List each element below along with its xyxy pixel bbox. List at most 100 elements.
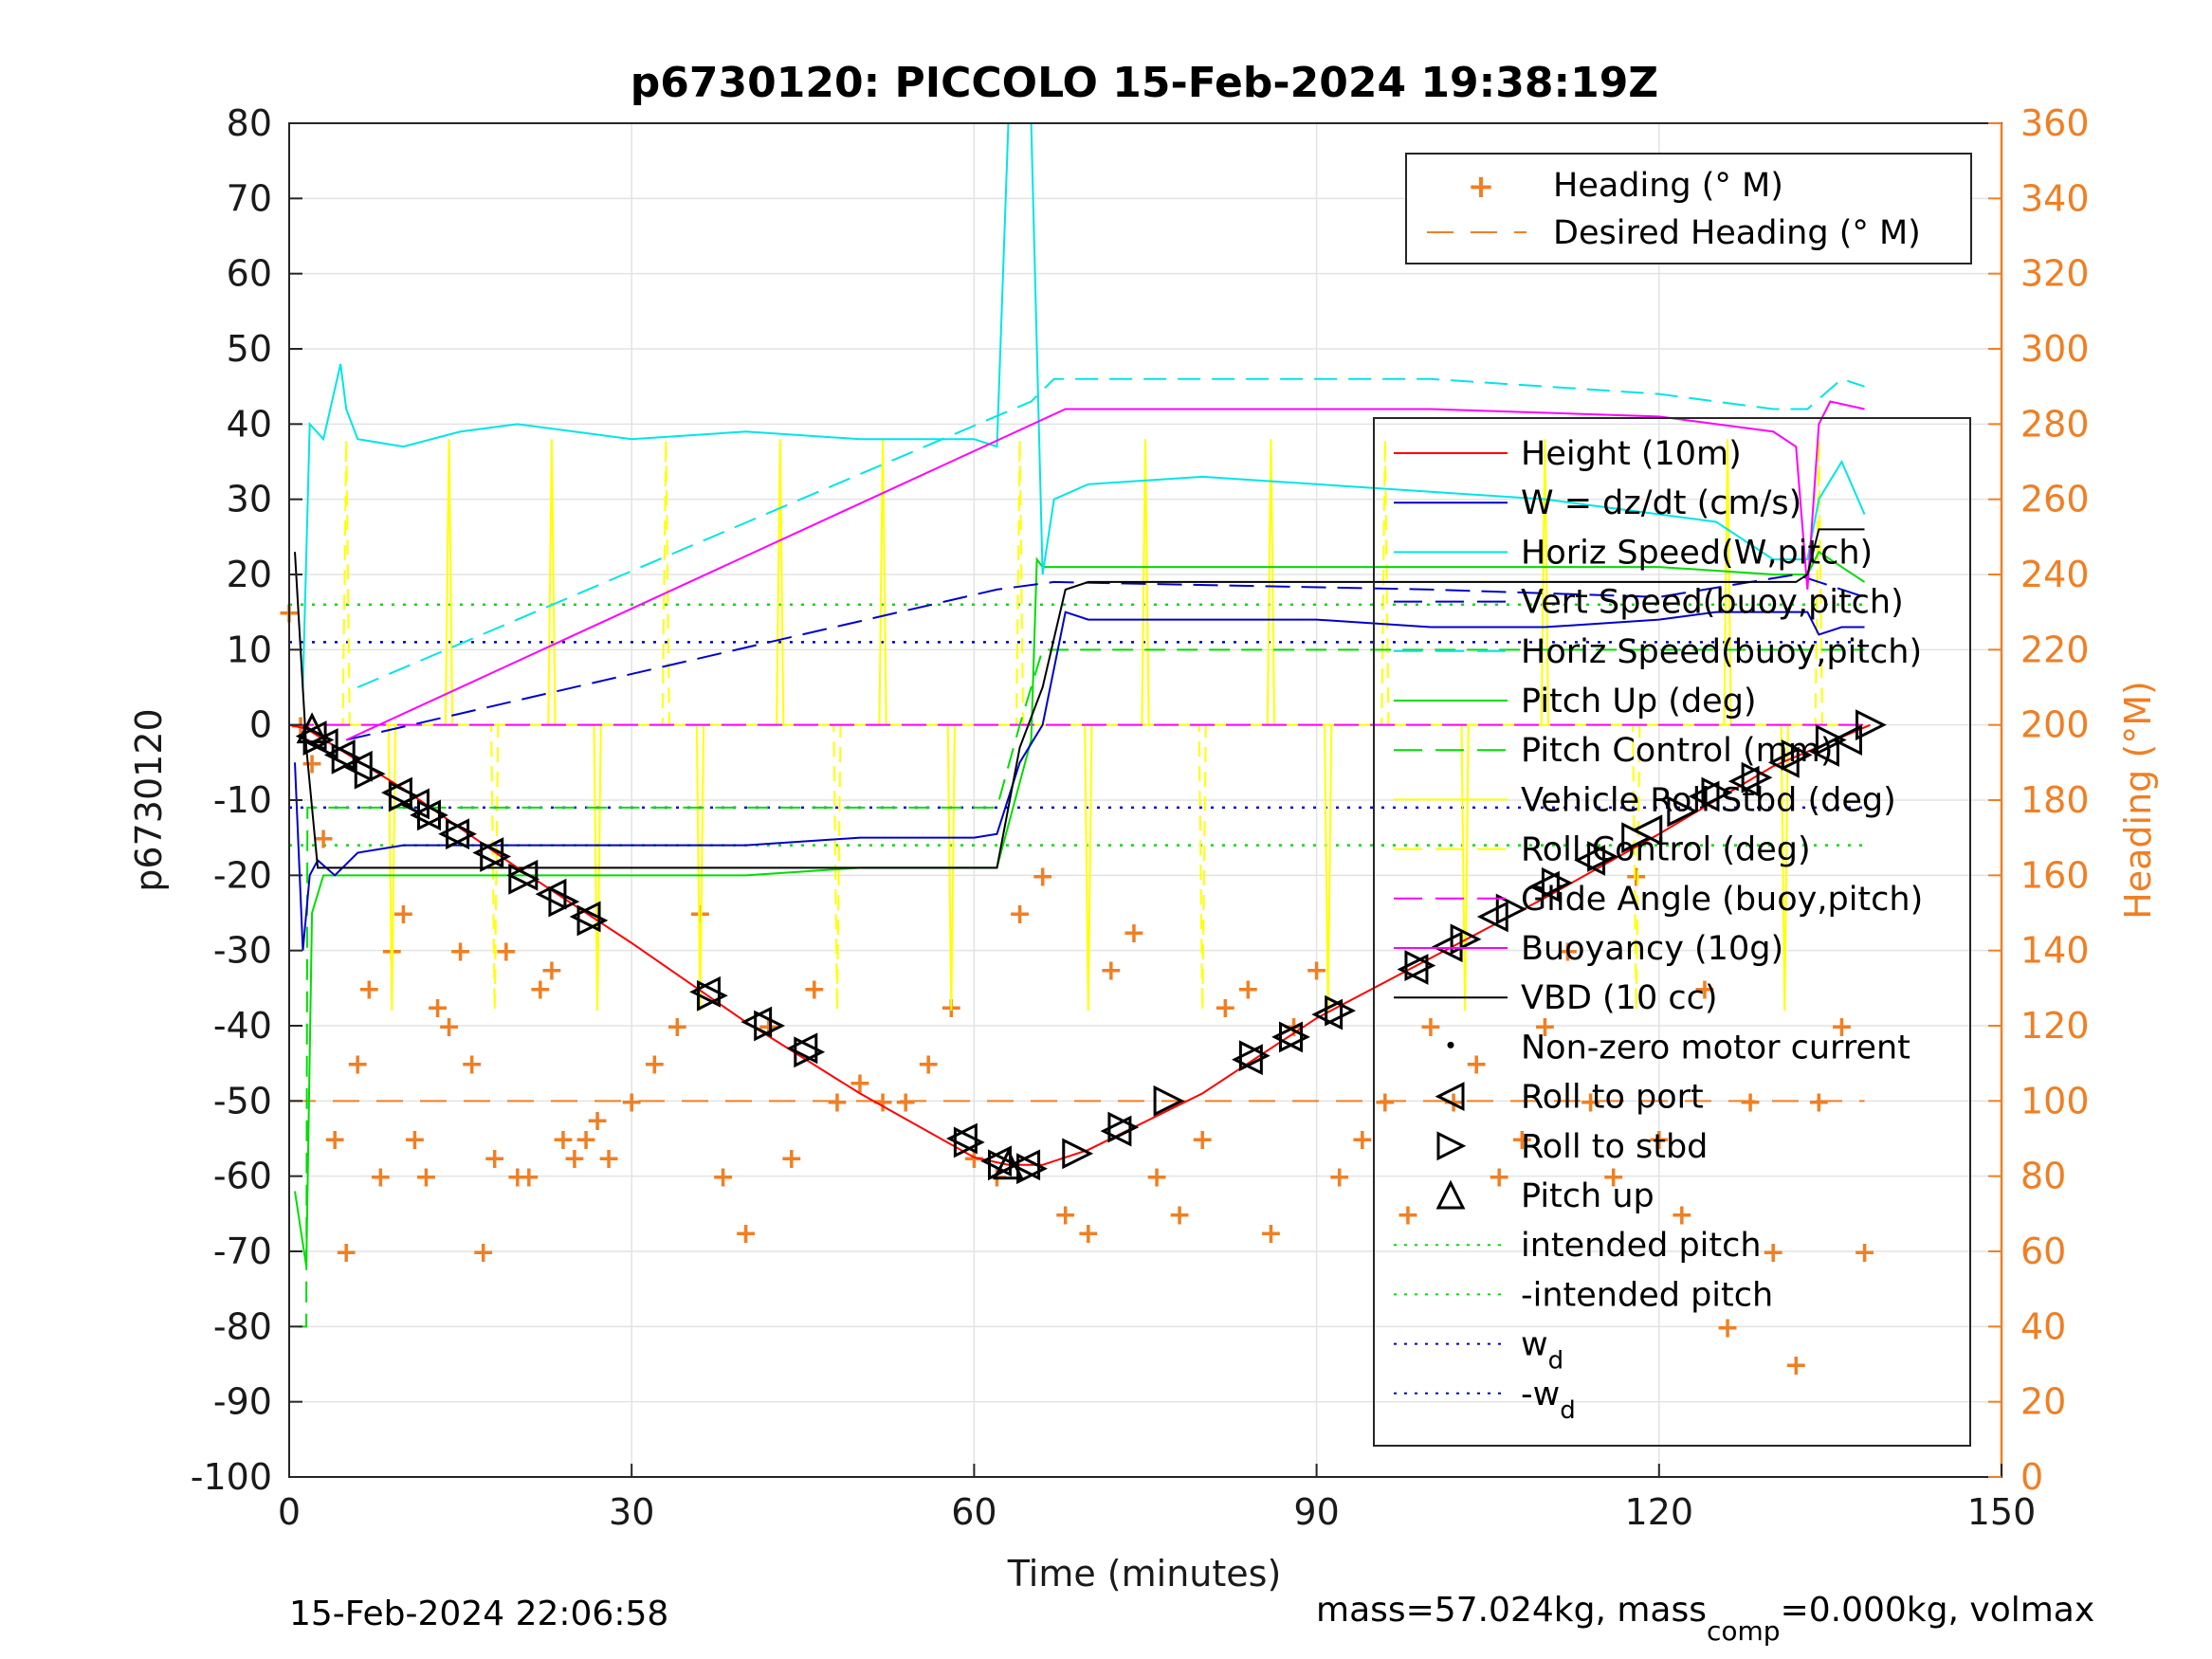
y-tick-label: -80	[213, 1305, 272, 1347]
roll-stbd-marker	[1667, 795, 1699, 828]
heading-point: +	[426, 992, 449, 1025]
heading-point: +	[1579, 1085, 1602, 1119]
x-tick-label: 0	[278, 1491, 301, 1533]
heading-point: +	[1396, 1198, 1419, 1231]
legend-label-text: Buoyancy (10g)	[1521, 930, 1783, 968]
legend-label-text: Roll Control (deg)	[1521, 831, 1811, 869]
heading-point: +	[1784, 1349, 1808, 1382]
legend-label-text: VBD (10 cc)	[1521, 979, 1718, 1017]
heading-point: +	[562, 1142, 586, 1176]
roll-port-marker	[535, 878, 567, 910]
roll-stbd-marker	[1701, 776, 1733, 809]
heading-point: +	[1122, 917, 1145, 950]
y-axis-right-label: Heading (°M)	[2117, 681, 2159, 920]
roll-stbd-marker	[446, 818, 477, 850]
heading-point: +	[848, 1067, 871, 1101]
y-right-tick-label: 280	[2020, 403, 2090, 445]
heading-point: +	[1670, 1198, 1693, 1231]
y-tick-label: -90	[213, 1381, 272, 1423]
footer-mass: mass=57.024kg, masscomp=0.000kg, volmax	[1316, 1591, 2094, 1647]
heading-point: +	[1556, 936, 1580, 969]
heading-point: +	[1807, 1085, 1831, 1119]
roll-stbd-marker	[1107, 1111, 1140, 1143]
heading-point: +	[666, 1011, 689, 1044]
roll-stbd-marker	[302, 724, 335, 756]
y-tick-label: 80	[227, 102, 272, 144]
x-tick-label: 150	[1967, 1491, 2037, 1533]
roll-port-marker	[1311, 998, 1344, 1030]
pitch-up-marker	[993, 1148, 1024, 1180]
main-legend: Height (10m) W = dz/dt (cm/s) Horiz Speed(…	[1373, 417, 1971, 1447]
legend-label-text: Glide Angle (buoy,pitch)	[1521, 881, 1923, 919]
y-tick-label: 60	[227, 253, 272, 295]
roll-port-marker	[1728, 765, 1760, 797]
legend-label-text: -intended pitch	[1521, 1276, 1773, 1314]
y-tick-label: 50	[227, 328, 272, 370]
heading-point: +	[392, 898, 415, 931]
heading-point: +	[1259, 1217, 1283, 1250]
heading-point: +	[1853, 1236, 1876, 1269]
footer-timestamp: 15-Feb-2024 22:06:58	[289, 1595, 668, 1633]
legend-swatch-marker	[1435, 1082, 1465, 1112]
footer-mass-sub: comp	[1707, 1615, 1781, 1647]
heading-point: +	[483, 1142, 506, 1176]
heading-point: +	[711, 1161, 735, 1194]
y-right-tick-label: 20	[2020, 1381, 2066, 1423]
x-tick-label: 120	[1625, 1491, 1694, 1533]
heading-point: +	[643, 1048, 667, 1082]
roll-stbd-marker	[480, 841, 512, 872]
roll-port-marker	[740, 1006, 773, 1038]
heading-point: +	[1647, 1123, 1671, 1157]
heading-point: +	[460, 1048, 484, 1082]
heading-point: +	[1510, 1123, 1534, 1157]
heading-point: +	[597, 1142, 621, 1176]
legend-swatch-marker	[1436, 1131, 1467, 1161]
heading-point: +	[1327, 1161, 1351, 1194]
roll-stbd-marker	[1153, 1085, 1185, 1117]
legend-label-text: W = dz/dt (cm/s)	[1521, 484, 1801, 522]
legend-label-text: Pitch up	[1521, 1177, 1654, 1215]
y-tick-label: 10	[227, 629, 272, 670]
legend-label: Pitch up	[1521, 1177, 1654, 1215]
roll-port-marker	[1767, 746, 1800, 778]
y-right-tick-label: 80	[2020, 1156, 2066, 1197]
vbd-line	[294, 528, 1865, 869]
y-right-tick-label: 160	[2020, 854, 2090, 896]
marker-layer	[295, 709, 1887, 1185]
heading-point: +	[1533, 1011, 1557, 1044]
heading-point: +	[1191, 1123, 1215, 1157]
w-dzdt-line	[294, 611, 1865, 951]
heading-point: +	[825, 1085, 849, 1119]
x-axis-label: Time (minutes)	[1007, 1553, 1282, 1595]
y-right-tick-label: 0	[2020, 1456, 2043, 1498]
roll-stbd-marker	[1279, 1021, 1310, 1053]
roll-stbd-marker	[388, 780, 420, 812]
heading-point: +	[1008, 898, 1032, 931]
legend-label: Roll Control (deg)	[1521, 831, 1811, 869]
y-tick-label: 0	[249, 704, 272, 746]
heading-point: +	[688, 898, 712, 931]
heading-point: +	[1168, 1198, 1192, 1231]
legend-label: -intended pitch	[1521, 1276, 1773, 1314]
legend-label: Buoyancy (10g)	[1521, 930, 1783, 968]
heading-point: +	[414, 1161, 438, 1194]
legend-label-text: Roll to port	[1521, 1079, 1704, 1117]
heading-point: +	[1144, 1161, 1168, 1194]
pitch-control-line	[298, 648, 1865, 1328]
chart-title: p6730120: PICCOLO 15-Feb-2024 19:38:19Z	[631, 59, 1658, 107]
roll-stbd-marker	[1741, 761, 1773, 793]
heading-point: +	[528, 973, 552, 1006]
y-right-tick-label: 260	[2020, 479, 2090, 520]
legend-label: Roll to stbd	[1521, 1128, 1708, 1166]
roll-port-marker	[410, 799, 441, 831]
y-tick-label: 70	[227, 177, 272, 219]
legend-label-text: Horiz Speed(W,pitch)	[1521, 534, 1873, 572]
legend-label: Horiz Speed(buoy,pitch)	[1521, 633, 1922, 671]
roll-stbd-marker	[1238, 1040, 1271, 1072]
y-right-tick-label: 140	[2020, 930, 2090, 972]
roll-stbd-marker	[417, 799, 448, 831]
heading-point: +	[620, 1085, 644, 1119]
legend-label-subscript: d	[1548, 1347, 1564, 1376]
y-tick-label: -60	[213, 1156, 272, 1197]
